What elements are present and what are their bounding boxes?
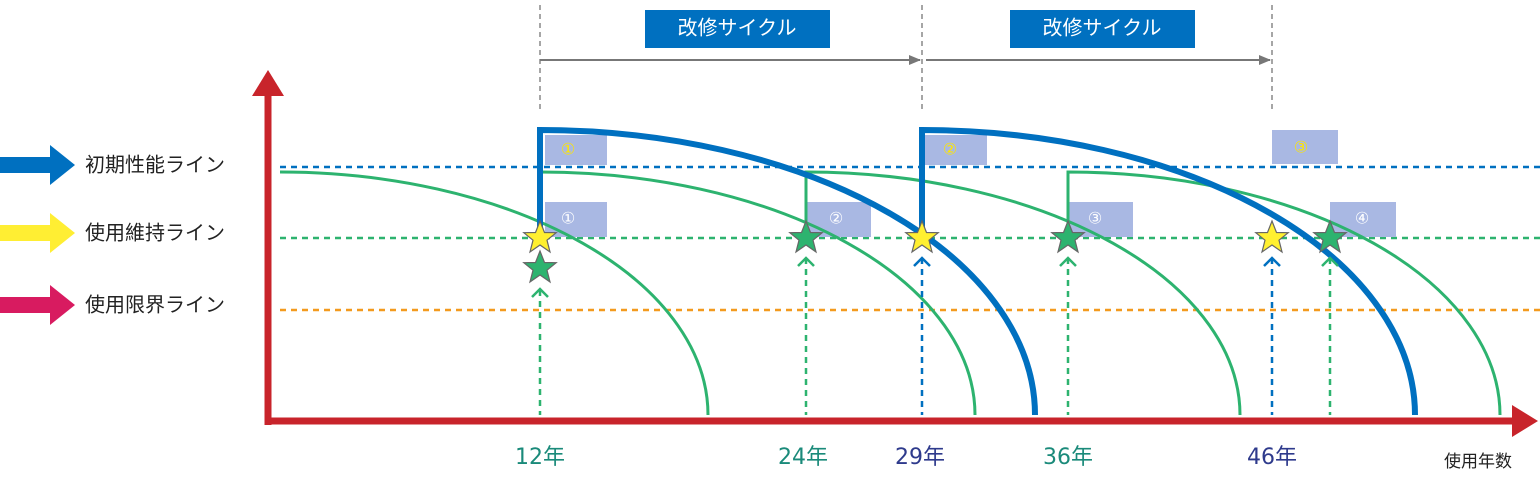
legend-label: 使用維持ライン — [85, 221, 225, 245]
y-axis-arrow — [252, 70, 284, 96]
legend-label: 使用限界ライン — [85, 293, 225, 317]
badge-label: ① — [561, 209, 575, 228]
year-label: 36年 — [1043, 445, 1093, 470]
legend-arrow — [0, 213, 75, 253]
cycle-label: 改修サイクル — [678, 16, 797, 40]
badge-label: ③ — [1088, 209, 1102, 228]
initial-curves — [537, 126, 1418, 416]
badge-label: ② — [943, 140, 957, 159]
year-markers — [531, 256, 1339, 415]
badge-label: ④ — [1355, 209, 1369, 228]
legend-arrow — [0, 285, 75, 325]
cycle-box — [1010, 10, 1195, 48]
legend-arrow — [0, 145, 75, 185]
stars — [523, 220, 1347, 283]
cycle-label: 改修サイクル — [1043, 16, 1162, 40]
badge-label: ② — [829, 209, 843, 228]
year-label: 29年 — [895, 445, 945, 470]
cycle-box — [645, 10, 830, 48]
year-label: 24年 — [778, 445, 828, 470]
x-axis-arrow — [1512, 405, 1538, 437]
x-axis-label: 使用年数 — [1444, 451, 1512, 472]
badge-label: ③ — [1294, 138, 1308, 157]
badge-label: ① — [561, 140, 575, 159]
legend-label: 初期性能ライン — [85, 153, 225, 177]
year-label: 46年 — [1247, 445, 1297, 470]
year-label: 12年 — [515, 445, 565, 470]
badges — [545, 130, 1396, 237]
maintain-curves — [279, 170, 1502, 416]
